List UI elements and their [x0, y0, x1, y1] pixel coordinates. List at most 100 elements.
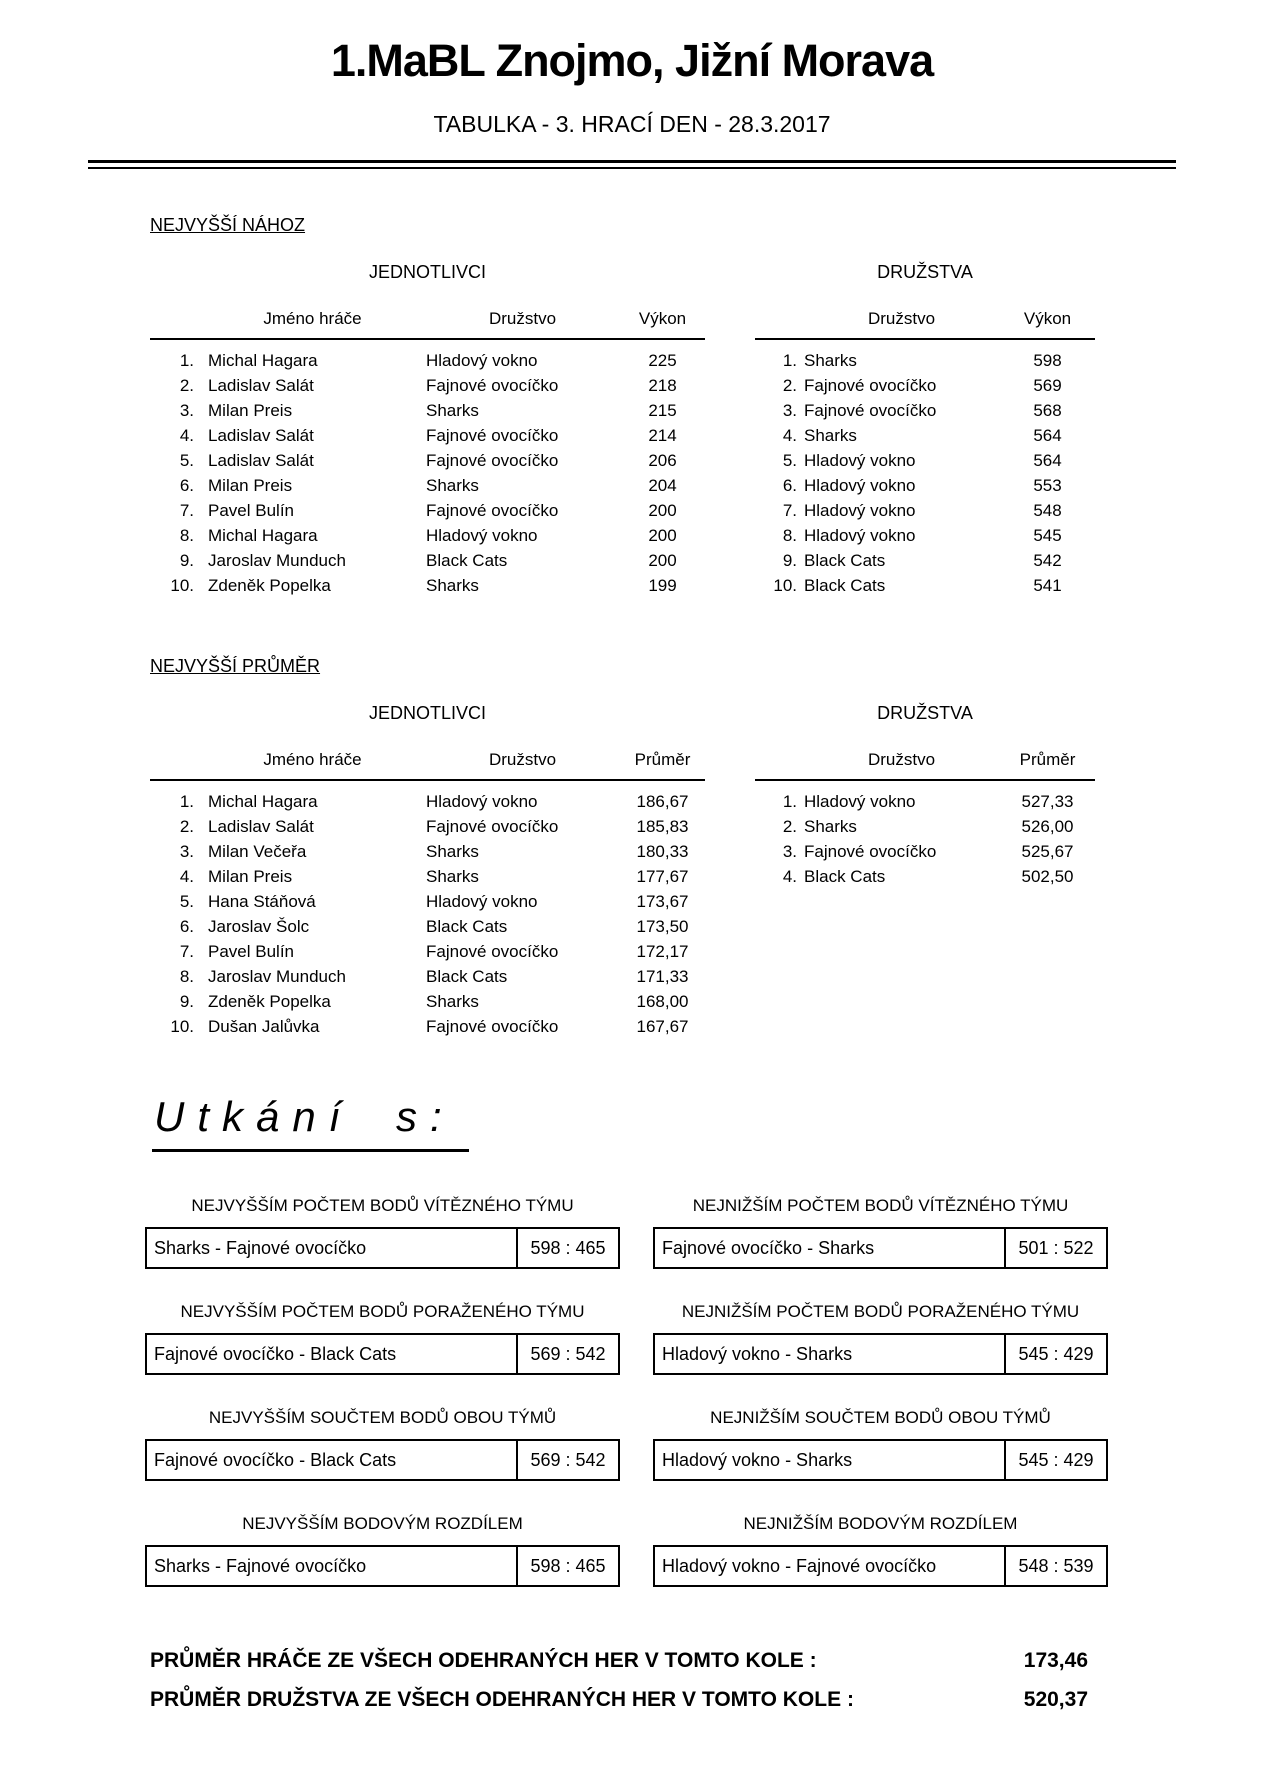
team-name: Hladový vokno — [426, 791, 538, 811]
summary-value: 520,37 — [1023, 1688, 1088, 1712]
page-title: 1.MaBL Znojmo, Jižní Morava — [330, 35, 934, 86]
value-cell: 598 — [1033, 350, 1062, 370]
rank-cell: 6. — [179, 916, 194, 936]
team-name: Hladový vokno — [804, 475, 916, 495]
match-score: 598 : 465 — [530, 1237, 606, 1258]
table-header: Jméno hráče Družstvo Průměr — [150, 750, 705, 782]
value-cell: 214 — [648, 425, 677, 445]
player-name: Michal Hagara — [208, 350, 318, 370]
col-team: Družstvo — [488, 750, 557, 770]
match-teams: Hladový vokno - Sharks — [655, 1335, 1006, 1374]
header-spacer — [755, 309, 803, 329]
player-name: Ladislav Salát — [208, 450, 314, 470]
team-name: Sharks — [804, 816, 857, 836]
table-row: 2. Ladislav Salát Fajnové ovocíčko 185,8… — [150, 814, 705, 839]
rank-cell: 4. — [782, 866, 797, 886]
table-row: 3. Fajnové ovocíčko 568 — [755, 398, 1095, 423]
value-cell: 177,67 — [636, 866, 689, 886]
table-title-teams: DRUŽSTVA — [877, 703, 973, 724]
table-row: 10. Black Cats 541 — [755, 573, 1095, 598]
value-cell: 564 — [1033, 425, 1062, 445]
rank-cell: 6. — [782, 475, 797, 495]
utkani-heading-wrap: Utkání s: — [152, 1093, 1264, 1153]
team-name: Fajnové ovocíčko — [426, 425, 559, 445]
table-row: 6. Jaroslav Šolc Black Cats 173,50 — [150, 914, 705, 939]
rank-cell: 2. — [782, 816, 797, 836]
match-box: Hladový vokno - Fajnové ovocíčko 548 : 5… — [653, 1545, 1108, 1588]
value-cell: 502,50 — [1021, 866, 1074, 886]
rank-cell: 3. — [179, 841, 194, 861]
match-score: 545 : 429 — [1018, 1343, 1094, 1364]
match-label: NEJVYŠŠÍM SOUČTEM BODŮ OBOU TÝMŮ — [208, 1408, 557, 1428]
match-highlight: NEJVYŠŠÍM POČTEM BODŮ PORAŽENÉHO TÝMU Fa… — [145, 1302, 620, 1376]
rank-cell: 1. — [782, 791, 797, 811]
table-row: 1. Michal Hagara Hladový vokno 186,67 — [150, 789, 705, 814]
rank-cell: 4. — [179, 425, 194, 445]
player-name: Ladislav Salát — [208, 816, 314, 836]
table-row: 9. Jaroslav Munduch Black Cats 200 — [150, 548, 705, 573]
match-teams: Fajnové ovocíčko - Black Cats — [147, 1441, 518, 1480]
col-value: Výkon — [1023, 309, 1072, 329]
rank-cell: 1. — [179, 791, 194, 811]
table-row: 7. Hladový vokno 548 — [755, 498, 1095, 523]
rank-cell: 2. — [179, 375, 194, 395]
match-highlight: NEJNIŽŠÍM POČTEM BODŮ VÍTĚZNÉHO TÝMU Faj… — [653, 1196, 1108, 1270]
match-highlight: NEJVYŠŠÍM SOUČTEM BODŮ OBOU TÝMŮ Fajnové… — [145, 1408, 620, 1482]
table-row: 10. Dušan Jalůvka Fajnové ovocíčko 167,6… — [150, 1014, 705, 1039]
table-header: Družstvo Výkon — [755, 309, 1095, 341]
col-value: Průměr — [1019, 750, 1076, 770]
value-cell: 569 — [1033, 375, 1062, 395]
table-rows: 1. Michal Hagara Hladový vokno 186,67 2.… — [150, 781, 705, 1039]
table-row: 8. Hladový vokno 545 — [755, 523, 1095, 548]
match-teams: Sharks - Fajnové ovocíčko — [147, 1229, 518, 1268]
rank-cell: 7. — [179, 941, 194, 961]
double-rule — [88, 160, 1176, 170]
value-cell: 526,00 — [1021, 816, 1074, 836]
player-name: Zdeněk Popelka — [208, 575, 331, 595]
value-cell: 168,00 — [636, 991, 689, 1011]
value-cell: 545 — [1033, 525, 1062, 545]
match-teams: Sharks - Fajnové ovocíčko — [147, 1547, 518, 1586]
team-name: Sharks — [426, 475, 479, 495]
team-name: Black Cats — [804, 550, 886, 570]
match-score: 548 : 539 — [1018, 1555, 1094, 1576]
team-name: Sharks — [426, 866, 479, 886]
table-row: 5. Hladový vokno 564 — [755, 448, 1095, 473]
table-row: 5. Ladislav Salát Fajnové ovocíčko 206 — [150, 448, 705, 473]
match-box: Hladový vokno - Sharks 545 : 429 — [653, 1439, 1108, 1482]
table-row: 10. Zdeněk Popelka Sharks 199 — [150, 573, 705, 598]
match-teams: Hladový vokno - Fajnové ovocíčko — [655, 1547, 1006, 1586]
col-team: Družstvo — [867, 309, 936, 329]
rank-cell: 8. — [782, 525, 797, 545]
rank-cell: 3. — [782, 841, 797, 861]
value-cell: 200 — [648, 525, 677, 545]
value-cell: 568 — [1033, 400, 1062, 420]
team-name: Fajnové ovocíčko — [426, 941, 559, 961]
rank-cell: 10. — [773, 575, 797, 595]
team-name: Fajnové ovocíčko — [804, 400, 937, 420]
team-name: Fajnové ovocíčko — [804, 841, 937, 861]
team-name: Black Cats — [426, 966, 508, 986]
table-title-individuals: JEDNOTLIVCI — [368, 262, 487, 283]
team-name: Hladový vokno — [426, 891, 538, 911]
table-row: 9. Black Cats 542 — [755, 548, 1095, 573]
value-cell: 167,67 — [636, 1016, 689, 1036]
team-name: Hladový vokno — [804, 450, 916, 470]
table-header: Družstvo Průměr — [755, 750, 1095, 782]
match-box: Hladový vokno - Sharks 545 : 429 — [653, 1333, 1108, 1376]
team-name: Fajnové ovocíčko — [804, 375, 937, 395]
player-name: Milan Preis — [208, 400, 293, 420]
value-cell: 564 — [1033, 450, 1062, 470]
rank-cell: 4. — [179, 866, 194, 886]
rank-cell: 6. — [179, 475, 194, 495]
player-name: Jaroslav Šolc — [208, 916, 310, 936]
value-cell: 548 — [1033, 500, 1062, 520]
rank-cell: 5. — [782, 450, 797, 470]
header-spacer — [755, 750, 803, 770]
table-row: 9. Zdeněk Popelka Sharks 168,00 — [150, 989, 705, 1014]
table-row: 2. Sharks 526,00 — [755, 814, 1095, 839]
team-name: Fajnové ovocíčko — [426, 816, 559, 836]
value-cell: 542 — [1033, 550, 1062, 570]
value-cell: 206 — [648, 450, 677, 470]
player-name: Milan Večeřa — [208, 841, 307, 861]
